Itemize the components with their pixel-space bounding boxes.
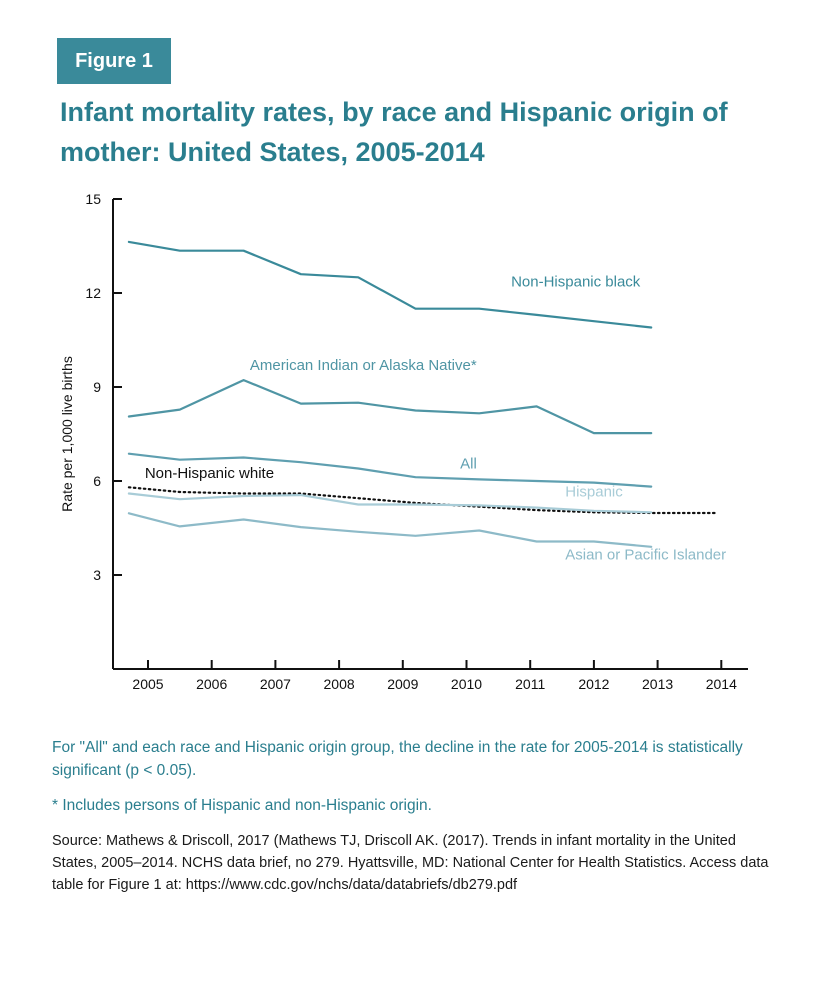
series-label: Asian or Pacific Islander — [565, 546, 726, 563]
x-tick-label: 2008 — [324, 676, 355, 692]
line-chart: Rate per 1,000 live births 3 6 9 12 15 2005 20… — [59, 191, 748, 692]
source-note: Source: Mathews & Driscoll, 2017 (Mathew… — [52, 833, 769, 893]
series-label: American Indian or Alaska Native* — [250, 357, 477, 374]
series-layer — [127, 240, 717, 548]
series-label: Non-Hispanic black — [511, 274, 641, 291]
x-tick-label: 2014 — [706, 676, 737, 692]
y-tick-label: 15 — [85, 191, 101, 207]
x-tick-label: 2006 — [196, 676, 227, 692]
y-axis-label: Rate per 1,000 live births — [59, 356, 75, 512]
significance-note: For "All" and each race and Hispanic ori… — [52, 739, 743, 779]
x-tick-label: 2005 — [132, 676, 163, 692]
y-axis-title: Rate per 1,000 live births — [59, 356, 75, 512]
figure-label: Figure 1 — [57, 38, 171, 84]
series-labels: Non-Hispanic black American Indian or Ala… — [145, 274, 726, 564]
chart-title: Infant mortality rates, by race and Hisp… — [60, 97, 728, 167]
axes: 3 6 9 12 15 2005 2006 2007 2008 2009 2010 2011 2012 2… — [85, 191, 748, 692]
footnote: * Includes persons of Hispanic and non-H… — [52, 797, 432, 814]
y-tick-label: 9 — [93, 379, 101, 395]
x-tick-label: 2009 — [387, 676, 418, 692]
series-line-american-indian-or-alaska-native — [127, 379, 653, 435]
x-tick-label: 2007 — [260, 676, 291, 692]
x-tick-label: 2013 — [642, 676, 673, 692]
series-line-non-hispanic-black — [127, 240, 653, 329]
series-label: Non-Hispanic white — [145, 465, 274, 482]
series-line-all — [127, 452, 653, 488]
y-tick-label: 6 — [93, 473, 101, 489]
y-tick-label: 12 — [85, 285, 101, 301]
series-line-asian-or-pacific-islander — [127, 512, 653, 548]
series-line-hispanic — [127, 492, 653, 514]
x-tick-label: 2010 — [451, 676, 482, 692]
series-label: All — [460, 455, 477, 472]
x-tick-label: 2012 — [578, 676, 609, 692]
series-line-non-hispanic-white — [127, 486, 717, 515]
x-tick-label: 2011 — [515, 676, 545, 692]
series-label: Hispanic — [565, 484, 623, 501]
y-tick-label: 3 — [93, 567, 101, 583]
